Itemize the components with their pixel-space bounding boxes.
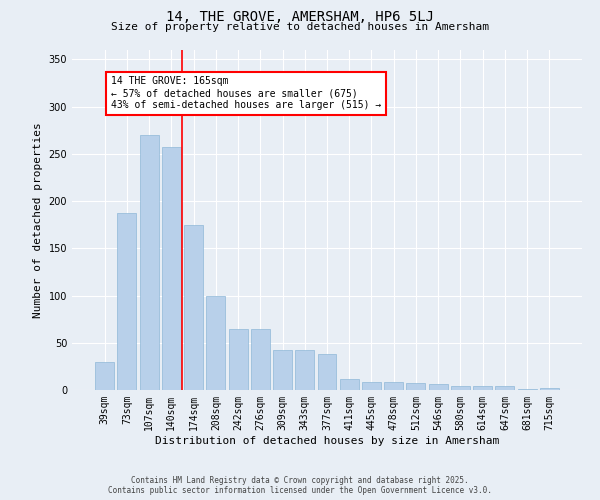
Bar: [473, 386, 492, 390]
Bar: [206, 296, 225, 390]
Bar: [273, 350, 292, 390]
Bar: [317, 354, 337, 390]
Bar: [229, 328, 248, 390]
Bar: [140, 135, 158, 390]
Bar: [95, 362, 114, 390]
Text: Contains HM Land Registry data © Crown copyright and database right 2025.
Contai: Contains HM Land Registry data © Crown c…: [108, 476, 492, 495]
Text: 14 THE GROVE: 165sqm
← 57% of detached houses are smaller (675)
43% of semi-deta: 14 THE GROVE: 165sqm ← 57% of detached h…: [112, 76, 382, 110]
Bar: [118, 214, 136, 390]
Bar: [429, 384, 448, 390]
Bar: [184, 224, 203, 390]
Bar: [162, 148, 181, 390]
Y-axis label: Number of detached properties: Number of detached properties: [33, 122, 43, 318]
Bar: [451, 386, 470, 390]
Bar: [362, 382, 381, 390]
Bar: [384, 382, 403, 390]
Bar: [518, 389, 536, 390]
Text: 14, THE GROVE, AMERSHAM, HP6 5LJ: 14, THE GROVE, AMERSHAM, HP6 5LJ: [166, 10, 434, 24]
Bar: [496, 386, 514, 390]
Bar: [406, 384, 425, 390]
Bar: [340, 378, 359, 390]
Bar: [295, 350, 314, 390]
Bar: [540, 388, 559, 390]
Text: Size of property relative to detached houses in Amersham: Size of property relative to detached ho…: [111, 22, 489, 32]
X-axis label: Distribution of detached houses by size in Amersham: Distribution of detached houses by size …: [155, 436, 499, 446]
Bar: [251, 328, 270, 390]
